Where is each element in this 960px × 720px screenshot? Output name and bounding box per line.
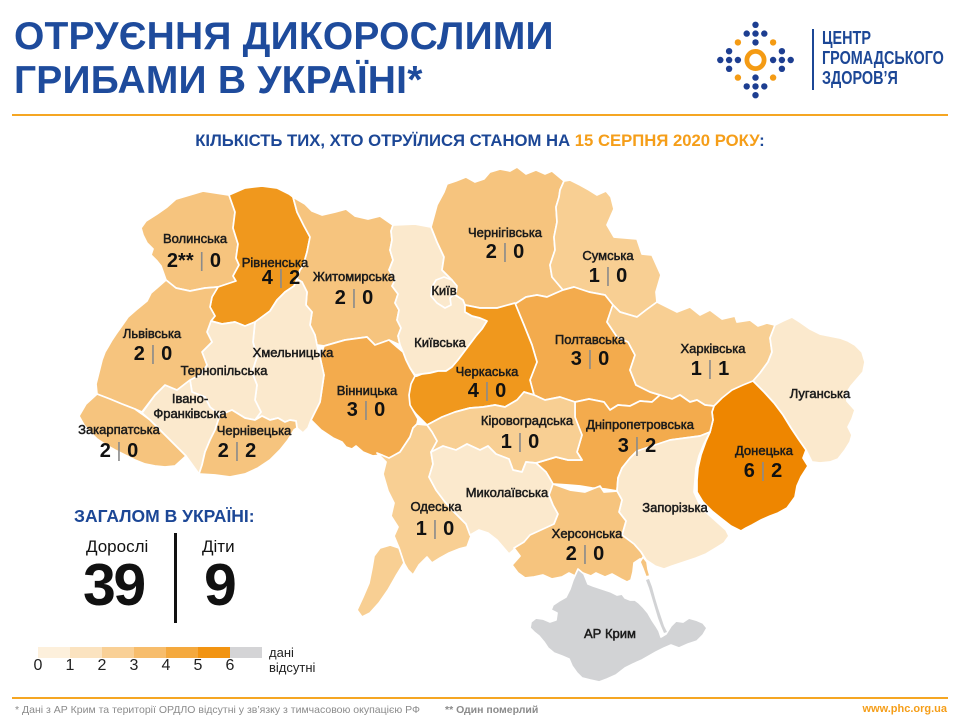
svg-text:4 | 2: 4 | 2 [262, 267, 301, 289]
svg-text:Тернопільська: Тернопільська [181, 363, 269, 378]
svg-text:Київ: Київ [431, 283, 456, 298]
svg-text:Луганська: Луганська [790, 386, 851, 401]
svg-text:Львівська: Львівська [123, 326, 182, 341]
svg-text:Закарпатська: Закарпатська [78, 422, 161, 437]
svg-text:Харківська: Харківська [681, 341, 747, 356]
svg-text:1 | 0: 1 | 0 [501, 431, 540, 453]
svg-text:Дніпропетровська: Дніпропетровська [586, 417, 695, 432]
svg-text:Хмельницька: Хмельницька [253, 345, 334, 360]
svg-text:АР Крим: АР Крим [584, 626, 636, 641]
svg-text:Вінницька: Вінницька [337, 383, 398, 398]
svg-text:Черкаська: Черкаська [456, 364, 520, 379]
svg-text:6 | 2: 6 | 2 [744, 460, 783, 482]
svg-text:1 | 0: 1 | 0 [589, 265, 628, 287]
svg-text:2 | 0: 2 | 0 [134, 343, 173, 365]
svg-text:Одеська: Одеська [410, 499, 462, 514]
svg-text:Київська: Київська [414, 335, 466, 350]
svg-text:2** | 0: 2** | 0 [167, 250, 221, 272]
svg-text:Сумська: Сумська [582, 248, 634, 263]
svg-text:Чернівецька: Чернівецька [217, 423, 292, 438]
svg-text:2 | 2: 2 | 2 [218, 440, 257, 462]
svg-text:Миколаївська: Миколаївська [466, 485, 549, 500]
svg-text:2 | 0: 2 | 0 [335, 287, 374, 309]
svg-text:Кіровоградська: Кіровоградська [481, 413, 574, 428]
svg-text:Рівненська: Рівненська [242, 255, 309, 270]
svg-text:1 | 0: 1 | 0 [416, 518, 455, 540]
svg-text:Волинська: Волинська [163, 231, 228, 246]
svg-text:Херсонська: Херсонська [552, 526, 623, 541]
svg-text:Полтавська: Полтавська [555, 332, 626, 347]
svg-text:Чернігівська: Чернігівська [468, 225, 543, 240]
svg-text:3 | 0: 3 | 0 [347, 399, 386, 421]
svg-text:3 | 0: 3 | 0 [571, 348, 610, 370]
svg-text:3 | 2: 3 | 2 [618, 435, 657, 457]
svg-text:Запорізька: Запорізька [642, 500, 708, 515]
svg-text:2 | 0: 2 | 0 [100, 440, 139, 462]
svg-text:1 | 1: 1 | 1 [691, 358, 730, 380]
svg-text:2 | 0: 2 | 0 [486, 241, 525, 263]
svg-text:Івано-: Івано- [172, 391, 208, 406]
svg-text:Донецька: Донецька [735, 443, 794, 458]
svg-text:Франківська: Франківська [153, 406, 227, 421]
svg-text:Житомирська: Житомирська [313, 269, 396, 284]
svg-text:2 | 0: 2 | 0 [566, 543, 605, 565]
svg-text:4 | 0: 4 | 0 [468, 380, 507, 402]
